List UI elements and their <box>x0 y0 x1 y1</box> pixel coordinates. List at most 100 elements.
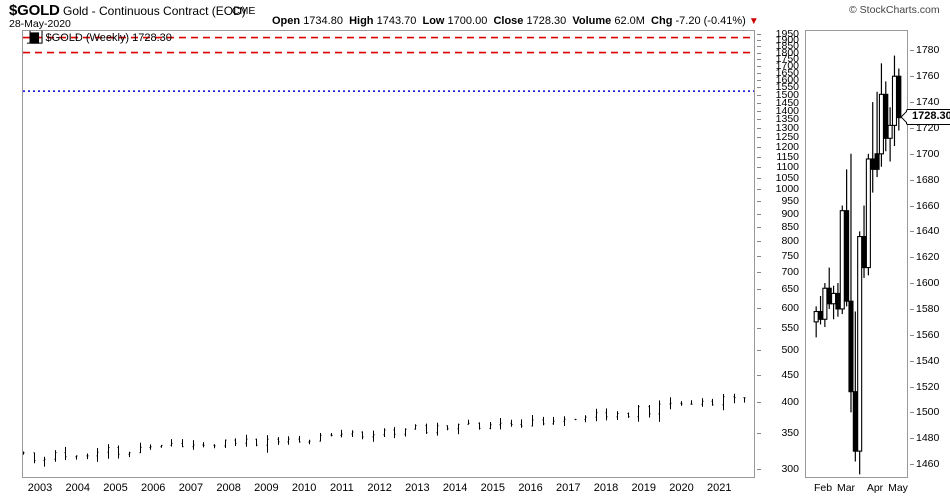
y-tick <box>910 205 914 207</box>
y-tick <box>757 137 761 139</box>
y-tick <box>910 360 914 362</box>
inset-detail-chart[interactable] <box>805 30 908 478</box>
x-tick-label: 2016 <box>518 482 543 494</box>
y-tick <box>910 153 914 155</box>
x-tick-label: 2009 <box>254 482 279 494</box>
inset-x-axis: Feb Mar Apr May <box>800 480 918 498</box>
y-tick <box>757 102 761 104</box>
candle-body <box>839 210 845 310</box>
y-tick-label: 1580 <box>916 302 940 315</box>
y-tick <box>757 52 761 54</box>
y-tick-label: 950 <box>781 195 799 208</box>
x-tick-label: 2012 <box>367 482 392 494</box>
y-tick <box>757 307 761 309</box>
y-tick-label: 550 <box>781 322 799 335</box>
close-label: Close <box>493 15 524 27</box>
volume-label: Volume <box>572 15 612 27</box>
y-tick-label: 1620 <box>916 251 940 264</box>
y-tick-label: 1700 <box>775 59 799 72</box>
y-tick <box>910 283 914 285</box>
chart-date: 28-May-2020 <box>9 18 71 30</box>
y-tick <box>757 402 761 404</box>
x-tick-label: May <box>888 482 908 494</box>
y-tick-label: 1000 <box>775 183 799 196</box>
y-tick-label: 1780 <box>916 44 940 57</box>
y-tick <box>910 412 914 414</box>
y-tick <box>757 119 761 121</box>
y-tick <box>757 469 761 471</box>
inset-y-axis: 1780 1760 1740 1720 1700 1680 1660 1640 1620 1600… <box>910 30 950 478</box>
volume-value: 62.0M <box>614 15 645 27</box>
y-tick <box>757 241 761 243</box>
y-tick <box>757 59 761 61</box>
y-tick-label: 300 <box>781 463 799 476</box>
y-tick-label: 850 <box>781 221 799 233</box>
y-tick-label: 1900 <box>775 34 799 46</box>
y-tick-label: 1100 <box>776 161 799 174</box>
high-value: 1743.70 <box>376 15 417 27</box>
candle-body <box>878 93 884 155</box>
y-tick-label: 1760 <box>916 70 940 83</box>
y-tick-label: 750 <box>781 250 799 263</box>
candle-body <box>887 124 893 139</box>
price-bars <box>23 393 746 467</box>
quote-bar: Open 1734.80 High 1743.70 Low 1700.00 Cl… <box>272 15 759 27</box>
y-tick <box>910 386 914 388</box>
y-tick-label: 1550 <box>775 81 799 94</box>
candle-body <box>831 292 837 305</box>
y-tick <box>757 289 761 291</box>
main-x-axis: 2003 2004 2005 2006 2007 2008 2009 2010 2011 2012… <box>22 480 755 498</box>
chg-label: Chg <box>651 15 673 27</box>
candle-body <box>861 235 867 269</box>
y-tick-label: 500 <box>781 344 799 357</box>
y-tick <box>757 65 761 67</box>
y-tick <box>757 40 761 41</box>
y-tick-label: 900 <box>781 207 799 220</box>
candle-body <box>874 153 880 170</box>
x-tick-label: 2004 <box>65 482 90 494</box>
y-tick-label: 1700 <box>916 147 940 160</box>
y-tick <box>910 76 914 78</box>
y-tick-label: 1200 <box>775 140 799 153</box>
y-tick <box>757 128 761 130</box>
y-tick-label: 1460 <box>916 458 940 471</box>
x-tick-label: 2008 <box>216 482 241 494</box>
current-price-tag: 1728.30 <box>906 109 950 126</box>
x-tick-label: Mar <box>836 482 856 494</box>
candle-body <box>865 158 871 269</box>
y-tick-label: 1800 <box>775 46 799 59</box>
y-tick <box>757 87 761 89</box>
candle-body <box>891 75 898 126</box>
y-tick <box>757 227 761 228</box>
y-tick-label: 1680 <box>916 173 940 186</box>
main-price-chart[interactable] <box>22 30 755 478</box>
y-tick <box>757 79 761 81</box>
y-tick <box>910 438 914 440</box>
candle-body <box>822 287 828 320</box>
y-tick <box>910 50 914 52</box>
candle-body <box>857 235 863 452</box>
x-tick-label: Feb <box>813 482 833 494</box>
y-tick <box>757 72 761 74</box>
y-tick-label: 650 <box>781 283 799 296</box>
y-tick <box>910 231 914 233</box>
candlestick-icon: ⎦▇⎦ <box>26 32 43 44</box>
y-tick-label: 1850 <box>775 40 799 53</box>
y-tick-label: 1750 <box>775 53 799 66</box>
y-tick <box>757 213 761 215</box>
x-tick-label: 2019 <box>631 482 656 494</box>
y-tick-label: 1480 <box>916 432 940 445</box>
y-tick <box>757 433 761 435</box>
y-tick <box>757 350 761 352</box>
x-tick-label: 2013 <box>405 482 430 494</box>
y-tick-label: 1050 <box>775 171 799 184</box>
close-value: 1728.30 <box>526 15 567 27</box>
y-tick-label: 1640 <box>916 225 940 238</box>
main-y-axis: 1950 1900 1850 1800 1750 1700 1650 1600 1550 1500… <box>757 29 801 478</box>
y-tick-label: 800 <box>781 235 799 248</box>
y-tick-label: 400 <box>781 396 799 409</box>
x-tick-label: 2020 <box>669 482 694 494</box>
y-tick <box>910 179 914 181</box>
y-tick <box>910 127 914 129</box>
y-tick <box>757 110 761 112</box>
